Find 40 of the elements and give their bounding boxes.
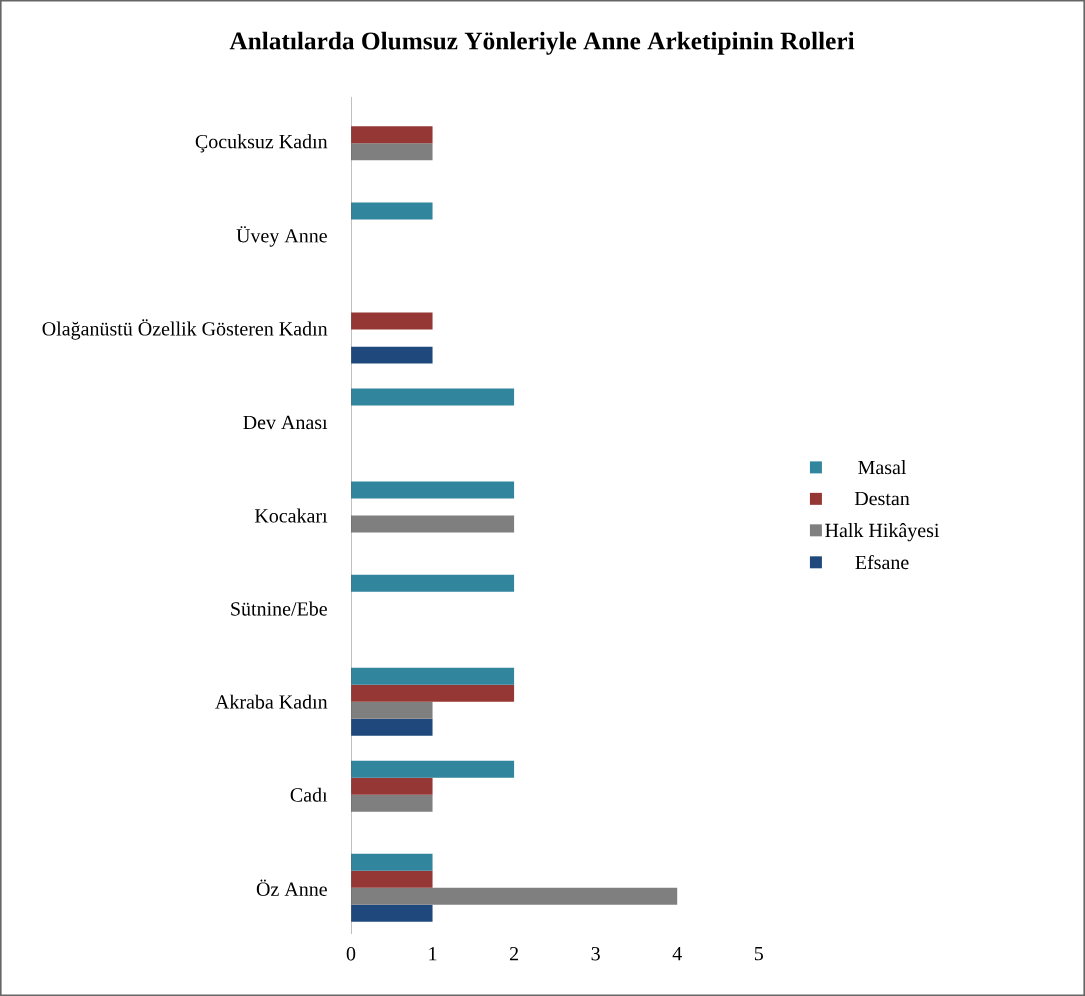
bar (350, 794, 433, 812)
bar (350, 718, 433, 736)
bar (350, 667, 515, 685)
bar (350, 143, 433, 161)
y-tick-label: Öz Anne (256, 879, 327, 896)
y-tick-label: Cadı (290, 787, 328, 802)
x-tick-label: 1 (429, 947, 437, 961)
y-tick-label: Olağanüstü Özellik Gösteren Kadın (42, 319, 328, 340)
bar (350, 202, 433, 220)
bar (350, 701, 433, 719)
x-tick-label: 0 (346, 947, 356, 961)
bar (350, 887, 678, 905)
bar (350, 346, 433, 364)
x-tick-label: 5 (754, 947, 763, 961)
y-tick-label: Çocuksuz Kadın (195, 134, 328, 153)
bar (350, 312, 433, 330)
y-tick-label: Üvey Anne (236, 226, 327, 247)
bar (350, 126, 433, 144)
bar (350, 853, 433, 871)
legend-label: Halk Hikâyesi (825, 523, 940, 542)
y-tick-label: Kocakarı (254, 508, 328, 523)
legend-label: Destan (854, 491, 910, 506)
bar (350, 684, 515, 702)
bar (350, 870, 433, 888)
x-tick-label: 4 (672, 947, 682, 961)
bar (350, 760, 515, 778)
bar (350, 904, 433, 922)
y-tick-label: Dev Anası (243, 415, 328, 430)
chart-title: Anlatılarda Olumsuz Yönleriyle Anne Arketipinin Rolleri (229, 31, 855, 55)
y-tick-label: Akraba Kadın (215, 694, 328, 709)
bar (350, 515, 515, 533)
bar (350, 777, 433, 795)
y-tick-label: Sütnine/Ebe (231, 601, 327, 616)
legend-label: Efsane (855, 554, 909, 570)
legend-label: Masal (858, 460, 907, 475)
bar (350, 481, 515, 499)
bar (350, 388, 515, 406)
bar (350, 574, 515, 592)
x-tick-label: 3 (591, 947, 600, 961)
x-tick-label: 2 (509, 947, 518, 961)
